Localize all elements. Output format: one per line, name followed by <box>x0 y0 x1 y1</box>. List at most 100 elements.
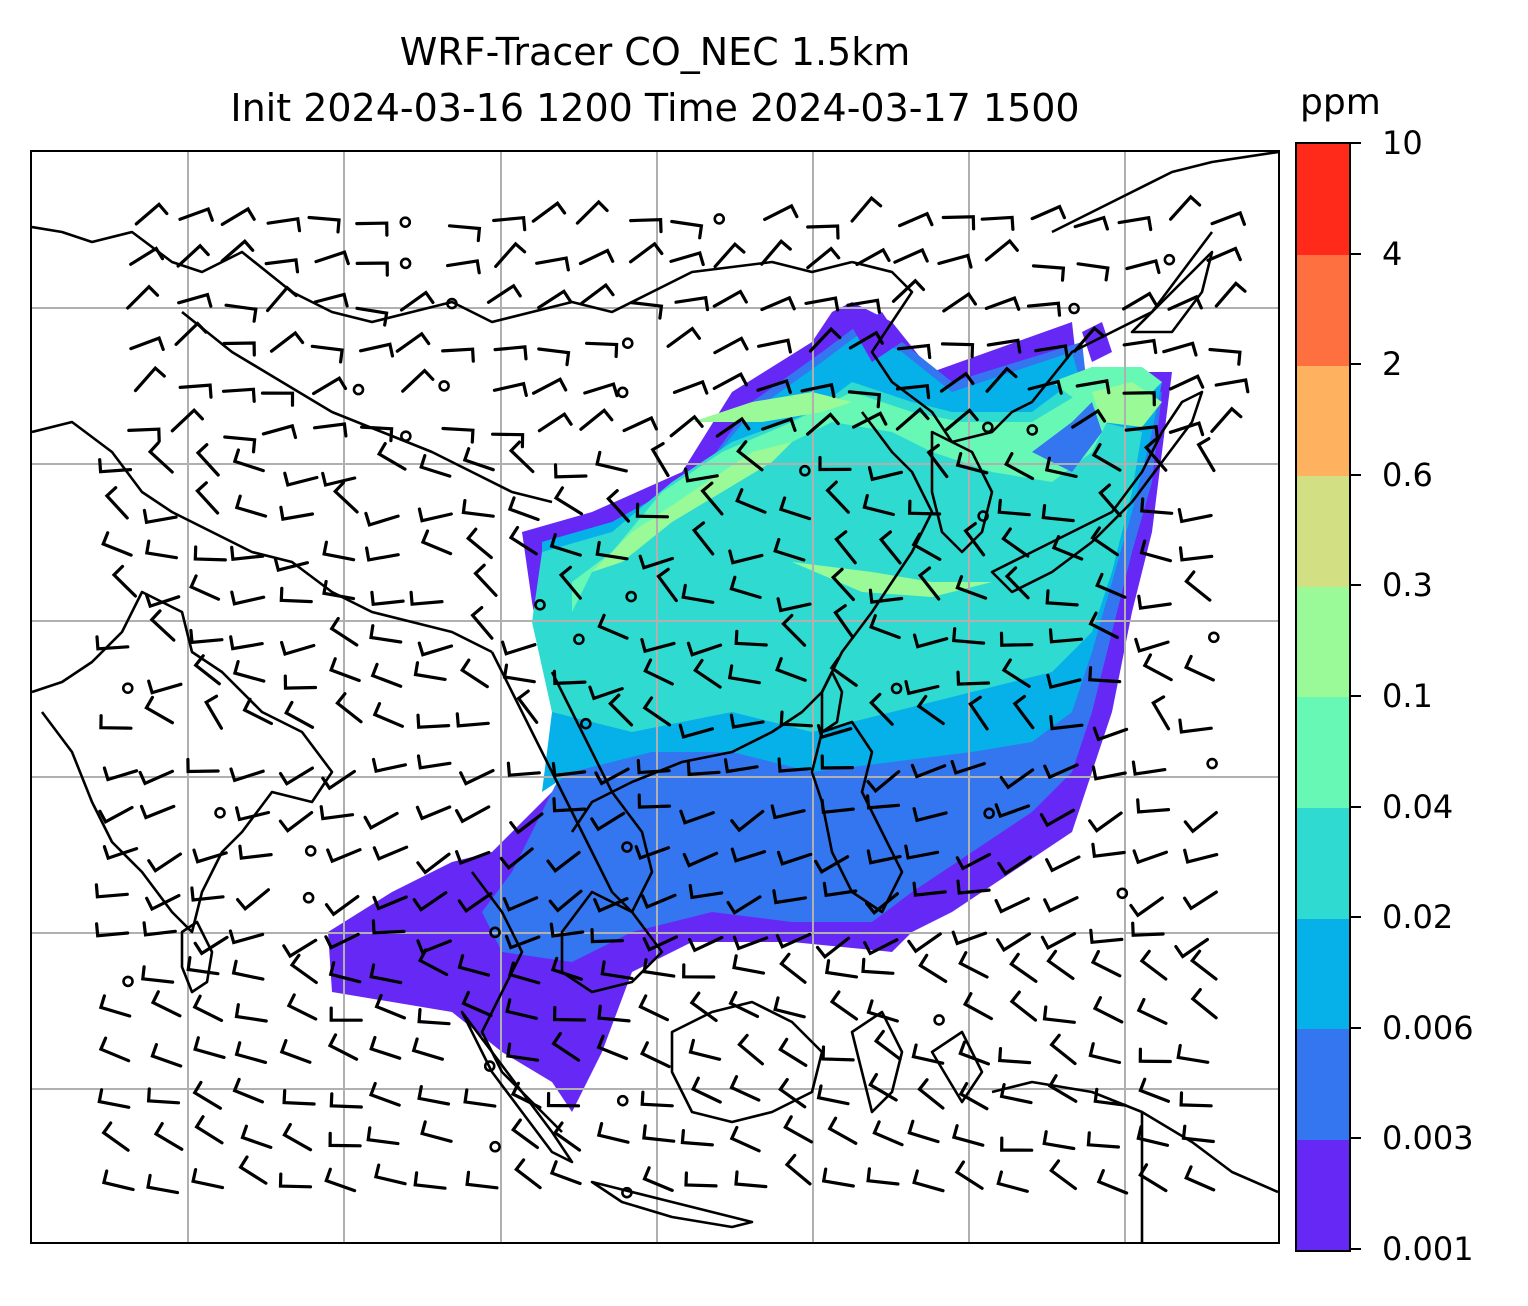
wind-barb <box>1124 425 1159 441</box>
wind-barb <box>142 508 178 525</box>
wind-barb <box>1088 666 1122 684</box>
wind-barb <box>1031 264 1066 282</box>
wind-barb <box>642 958 676 978</box>
wind-barb <box>266 216 302 233</box>
colorbar-tick <box>1351 252 1361 255</box>
wind-barb <box>289 953 318 985</box>
wind-barb <box>926 443 949 479</box>
wind-barb <box>144 593 181 609</box>
wind-barb <box>499 847 534 871</box>
wind-barb <box>713 336 749 355</box>
wind-barb <box>642 1124 676 1143</box>
wind-barb <box>1092 996 1124 1024</box>
wind-barb <box>869 614 901 640</box>
wind-barb <box>101 531 133 557</box>
wind-barb <box>1183 890 1218 911</box>
colorbar-tick <box>1351 584 1361 587</box>
colorbar-tick-label: 0.003 <box>1382 1119 1474 1158</box>
wind-barb <box>778 1037 808 1067</box>
coastline <box>590 1180 754 1229</box>
wind-barb <box>773 537 806 562</box>
wind-barb <box>776 597 812 613</box>
colorbar-tick <box>1351 1137 1361 1140</box>
wind-calm-circle <box>713 213 726 225</box>
wind-barb <box>236 888 270 912</box>
wind-barb <box>761 417 797 432</box>
wind-barb <box>355 261 389 277</box>
wind-barb <box>865 892 899 915</box>
wind-barb <box>111 564 137 598</box>
wind-barb <box>1042 1130 1076 1151</box>
wind-barb <box>606 489 630 523</box>
wind-barb <box>910 763 947 779</box>
wind-barb <box>641 893 677 909</box>
wind-barb <box>980 215 1015 231</box>
wind-barb <box>1049 715 1084 731</box>
wind-barb <box>734 1170 768 1189</box>
colorbar-segment <box>1297 807 1349 919</box>
wind-barb <box>322 540 356 562</box>
wind-barb <box>531 201 567 223</box>
wind-barb <box>912 807 948 823</box>
wind-barb <box>141 965 175 984</box>
wind-barb <box>329 657 361 683</box>
wind-barb <box>827 1116 858 1145</box>
wind-barb <box>723 758 759 774</box>
wind-barb <box>942 291 977 313</box>
wind-barb <box>904 680 940 696</box>
wind-barb <box>1134 637 1170 653</box>
wind-barb <box>399 290 435 312</box>
wind-barb <box>550 956 583 981</box>
wind-barb <box>1004 452 1035 481</box>
wind-barb <box>686 760 721 777</box>
wind-barb <box>144 695 174 725</box>
wind-barb <box>176 243 210 268</box>
wind-barb <box>1122 338 1158 355</box>
wind-barb <box>1049 1159 1077 1191</box>
wind-barb <box>636 759 671 775</box>
wind-barb <box>800 382 836 399</box>
wind-barb <box>98 458 133 474</box>
wind-barb <box>597 1004 631 1023</box>
wind-barb <box>868 1072 898 1102</box>
coastline <box>930 1030 984 1104</box>
wind-barb <box>286 993 318 1021</box>
wind-barb <box>230 590 266 606</box>
wind-barb <box>193 654 221 686</box>
wind-barb <box>640 638 676 654</box>
wind-barb <box>1090 949 1122 978</box>
wind-barb <box>834 530 857 565</box>
wind-barb <box>622 415 658 433</box>
wind-barb <box>781 613 807 647</box>
coastline <box>32 225 853 324</box>
wind-barb <box>672 379 709 395</box>
wind-barb <box>941 215 976 231</box>
wind-barb <box>1138 1163 1168 1193</box>
wind-barb <box>1091 765 1127 781</box>
wind-calm-circle <box>580 717 592 730</box>
wind-barb <box>1136 798 1171 814</box>
wind-barb <box>310 344 344 364</box>
wind-barb <box>777 757 812 773</box>
wind-barb <box>411 1037 444 1061</box>
wind-barb <box>804 296 840 312</box>
wind-barb <box>508 961 541 985</box>
wind-barb <box>580 282 615 305</box>
wind-calm-circle <box>534 599 546 611</box>
wind-calm-circle <box>121 682 134 694</box>
wind-barb <box>546 1091 581 1108</box>
wind-barb <box>144 539 178 560</box>
wind-calm-circle <box>621 841 633 853</box>
wind-calm-circle <box>983 807 995 820</box>
wind-barb <box>1179 1091 1213 1108</box>
wind-barb <box>193 545 227 562</box>
wind-barb <box>916 694 945 726</box>
wind-barb <box>369 1035 402 1060</box>
wind-barb <box>329 1092 363 1109</box>
wind-barb <box>595 450 628 473</box>
wind-barb <box>1039 808 1075 828</box>
wind-barb <box>459 769 495 786</box>
wind-barb <box>770 804 806 820</box>
wind-barb <box>238 1155 268 1185</box>
wind-barb <box>509 812 544 835</box>
